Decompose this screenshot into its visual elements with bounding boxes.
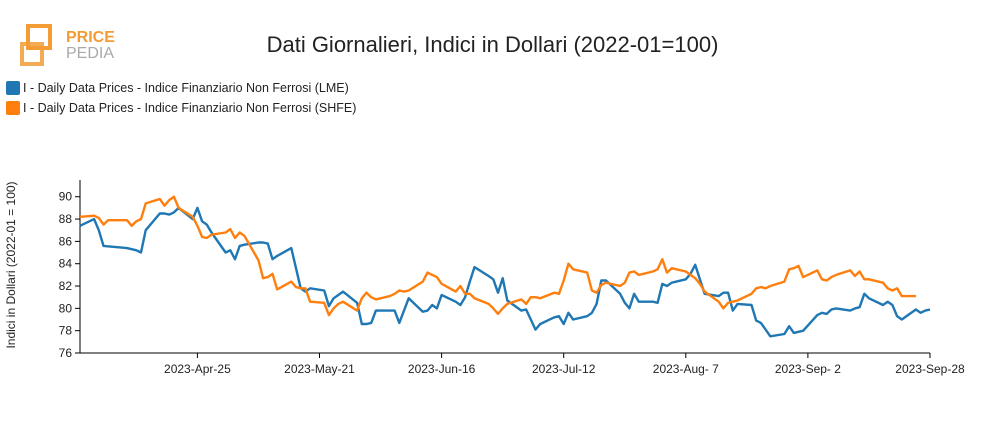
x-tick-label: 2023-Sep-28 — [895, 362, 965, 376]
y-tick-label: 84 — [59, 257, 73, 271]
y-tick-label: 82 — [59, 279, 73, 293]
x-tick-label: 2023-Aug- 7 — [653, 362, 719, 376]
legend-swatch-shfe — [6, 101, 20, 115]
y-tick-label: 76 — [59, 346, 73, 360]
y-tick-label: 78 — [59, 324, 73, 338]
x-tick-label: 2023-Jul-12 — [532, 362, 596, 376]
pricepedia-logo: PRICE PEDIA — [20, 24, 115, 66]
x-tick-label: 2023-Sep- 2 — [775, 362, 841, 376]
y-tick-label: 86 — [59, 234, 73, 248]
logo-square-front — [20, 42, 44, 66]
chart-title: Dati Giornalieri, Indici in Dollari (202… — [266, 32, 719, 57]
chart-legend: I - Daily Data Prices - Indice Finanziar… — [6, 78, 356, 118]
logo-text-pedia: PEDIA — [66, 45, 114, 62]
y-tick-label: 90 — [59, 190, 73, 204]
y-axis: 76 78 80 82 84 86 88 90 — [59, 180, 81, 360]
y-tick-label: 80 — [59, 301, 73, 315]
series-layer — [79, 195, 931, 338]
series-line-shfe — [79, 195, 916, 317]
legend-item-lme[interactable]: I - Daily Data Prices - Indice Finanziar… — [6, 78, 356, 98]
y-axis-label: Indici in Dollari (2022-01 = 100) — [4, 181, 18, 348]
logo-text-price: PRICE — [66, 29, 115, 46]
legend-label-lme: I - Daily Data Prices - Indice Finanziar… — [23, 81, 349, 95]
x-axis: 2023-Apr-25 2023-May-21 2023-Jun-16 2023-Ju… — [80, 352, 965, 376]
legend-item-shfe[interactable]: I - Daily Data Prices - Indice Finanziar… — [6, 98, 356, 118]
y-tick-label: 88 — [59, 212, 73, 226]
series-line-lme — [79, 206, 931, 338]
legend-label-shfe: I - Daily Data Prices - Indice Finanziar… — [23, 101, 357, 115]
x-tick-label: 2023-May-21 — [284, 362, 355, 376]
legend-swatch-lme — [6, 81, 20, 95]
x-tick-label: 2023-Jun-16 — [408, 362, 476, 376]
x-tick-label: 2023-Apr-25 — [164, 362, 231, 376]
logo-square-back — [26, 24, 52, 50]
